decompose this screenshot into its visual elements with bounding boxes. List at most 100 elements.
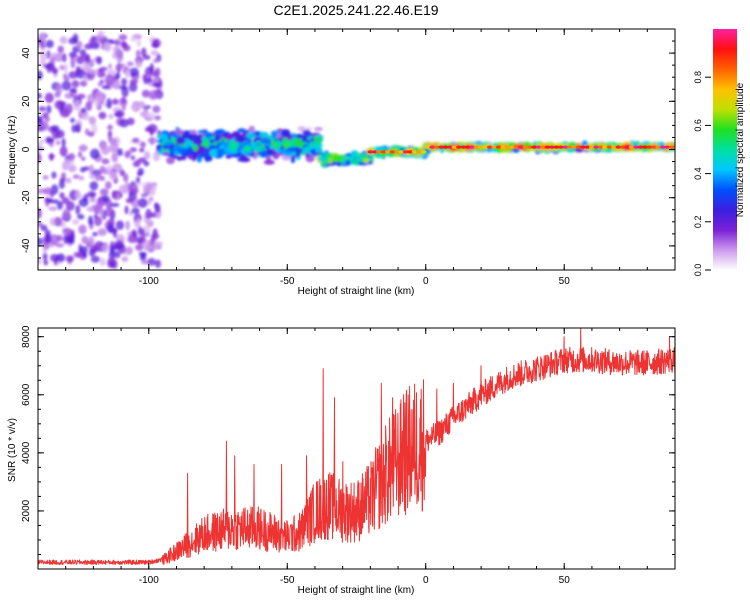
spectrogram-blob — [75, 189, 81, 198]
spectrogram-blob — [120, 96, 127, 105]
spectrogram-blob — [88, 197, 97, 203]
spectrogram-carrier-blob — [407, 150, 414, 154]
spectrogram-carrier-blob — [540, 145, 547, 149]
spectrogram-blob — [135, 244, 144, 252]
spectrogram-blob — [283, 150, 293, 157]
colorbar-tick-label: 0.0 — [693, 264, 703, 277]
spectrogram-blob — [164, 141, 173, 146]
spectrogram-blob — [72, 174, 80, 179]
spectrogram-blob — [87, 93, 96, 104]
spectrogram-blob — [248, 125, 255, 133]
spectrogram-blob — [38, 258, 42, 265]
spectrogram-carrier-blob — [606, 145, 613, 149]
spectrogram-carrier-blob — [642, 145, 649, 149]
spectrogram-blob — [184, 141, 189, 150]
spectrogram-blob — [101, 243, 110, 253]
spectrogram-blob — [49, 253, 60, 262]
spectrogram-blob — [310, 148, 316, 156]
spectrogram-blob — [282, 142, 290, 148]
x-tick-label: 0 — [423, 276, 429, 287]
spectrogram-blob — [55, 140, 61, 146]
spectrogram-blob — [345, 159, 351, 166]
spectrogram-blob — [115, 220, 125, 231]
spectrogram-blob — [57, 45, 65, 54]
spectrogram-blob — [295, 148, 300, 157]
spectrogram-blob — [104, 74, 115, 86]
spectrogram-carrier-blob — [593, 145, 600, 149]
spectrogram-blob — [43, 259, 49, 266]
spectrogram-blob — [252, 146, 264, 153]
spectrogram-carrier-blob — [668, 145, 675, 149]
spectrogram-blob — [105, 181, 112, 190]
spectrogram-blob — [93, 214, 98, 219]
spectrogram-carrier-blob — [562, 145, 569, 149]
spectrogram-blob — [182, 152, 194, 156]
spectrogram-blob — [126, 231, 133, 237]
spectrogram-blob — [280, 130, 291, 137]
spectrogram-blob — [90, 255, 101, 263]
spectrogram-blob — [260, 150, 268, 158]
spectrogram-blob — [65, 201, 75, 211]
spectrogram-blob — [250, 142, 259, 146]
spectrogram-blob — [297, 126, 306, 132]
spectrogram-blob — [99, 257, 106, 267]
spectrogram-blob — [142, 239, 152, 251]
spectrogram-blob — [192, 138, 203, 146]
spectrogram-blob — [69, 51, 78, 58]
spectrogram-carrier-blob — [553, 145, 560, 149]
colorbar-label: Normalized spectral amplitude — [735, 82, 746, 217]
spectrogram-blob — [45, 62, 56, 72]
snr-series-line — [38, 328, 675, 566]
spectrogram-blob — [79, 166, 86, 173]
spectrogram-blob — [141, 47, 147, 58]
spectrogram-carrier-blob — [566, 145, 573, 149]
spectrogram-blob — [54, 100, 64, 110]
spectrogram-blob — [204, 154, 213, 162]
spectrogram-blob — [38, 222, 43, 227]
spectrogram-blob — [50, 234, 60, 245]
spectrogram-blob — [61, 80, 72, 91]
spectrogram-blob — [136, 171, 143, 177]
spectrogram-blob — [350, 150, 359, 157]
spectrogram-blob — [124, 180, 129, 191]
spectrogram-blob — [263, 145, 270, 149]
spectrogram-blob — [42, 246, 48, 254]
spectrogram-blob — [38, 237, 43, 246]
spectrogram-blob — [101, 158, 110, 165]
spectrogram-blob — [140, 228, 146, 236]
spectrogram-blob — [175, 129, 184, 136]
spectrogram-carrier-blob — [575, 145, 582, 149]
spectrogram-blob — [216, 148, 226, 156]
spectrogram-blob — [243, 144, 252, 152]
spectrogram-blob — [85, 101, 93, 111]
spectrogram-blob — [75, 204, 81, 215]
colorbar-tick-label: 0.6 — [693, 119, 703, 132]
spectrogram-blob — [303, 126, 314, 130]
spectrogram-carrier-blob — [633, 145, 640, 149]
spectrogram-blob — [143, 160, 150, 167]
spectrogram-blob — [149, 89, 159, 99]
x-tick-label: 50 — [559, 276, 571, 287]
snr-frame — [37, 327, 676, 570]
spectrogram-blob — [124, 205, 129, 215]
spectrogram-blob — [139, 110, 149, 118]
spectrogram-carrier-blob — [588, 145, 595, 149]
spectrogram-carrier-blob — [504, 145, 511, 149]
spectrogram-blob — [313, 137, 323, 144]
spectrogram-carrier-blob — [380, 150, 387, 154]
spectrogram-blob — [130, 36, 137, 42]
spectrogram-carrier-blob — [549, 145, 556, 149]
spectrogram-blob — [145, 72, 152, 78]
spectrogram-carrier-blob — [597, 145, 604, 149]
spectrogram-blob — [126, 117, 135, 126]
spectrogram-blob — [209, 148, 219, 156]
spectrogram-blob — [136, 101, 146, 109]
spectrogram-carrier-blob — [522, 145, 529, 149]
spectrogram-carrier-blob — [389, 150, 396, 154]
spectrogram-blob — [76, 214, 85, 220]
spectrogram-carrier-blob — [526, 145, 533, 149]
spectrogram-blob — [108, 250, 117, 259]
spectrogram-blob — [290, 155, 296, 164]
spectrogram-blob — [115, 51, 124, 63]
spectrogram-blob — [77, 93, 86, 100]
